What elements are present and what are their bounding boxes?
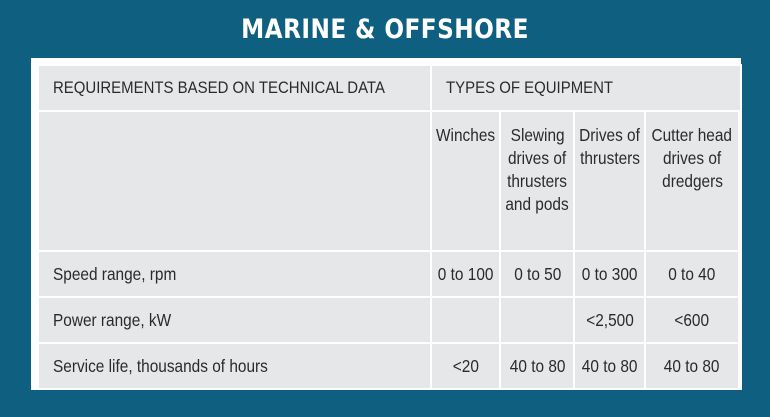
table-row-power: Power range, kW <2,500 <600 (36, 296, 742, 344)
table-cell (499, 296, 576, 344)
table-cell: 0 to 300 (573, 250, 647, 298)
table-cell: <20 (430, 342, 502, 390)
requirements-header: REQUIREMENTS BASED ON TECHNICAL DATA (36, 64, 433, 112)
spacer-cell (737, 342, 742, 390)
empty-header-cell (36, 110, 433, 252)
equipment-types-header: TYPES OF EQUIPMENT (430, 64, 742, 112)
equipment-winches: Winches (430, 110, 502, 252)
table-cell: 0 to 100 (430, 250, 502, 298)
row-label: Service life, thousands of hours (36, 342, 433, 390)
table-cell: 40 to 80 (499, 342, 576, 390)
row-label: Power range, kW (36, 296, 433, 344)
table-cell: 0 to 50 (499, 250, 576, 298)
table-header-row: REQUIREMENTS BASED ON TECHNICAL DATA TYP… (36, 64, 742, 112)
equipment-names-row: Winches Slewing drives of thrusters and … (36, 110, 742, 252)
requirements-table: REQUIREMENTS BASED ON TECHNICAL DATA TYP… (36, 64, 742, 390)
equipment-cutter-head-drives: Cutter head drives of dredgers (644, 110, 740, 252)
spacer-cell (737, 250, 742, 298)
table-row-speed: Speed range, rpm 0 to 100 0 to 50 0 to 3… (36, 250, 742, 298)
table-cell: 0 to 40 (644, 250, 740, 298)
table-cell: 40 to 80 (573, 342, 647, 390)
table-cell: <600 (644, 296, 740, 344)
spacer-cell (737, 296, 742, 344)
table-cell: <2,500 (573, 296, 647, 344)
row-label: Speed range, rpm (36, 250, 433, 298)
equipment-slewing-drives: Slewing drives of thrusters and pods (499, 110, 576, 252)
table-cell: 40 to 80 (644, 342, 740, 390)
table-row-service-life: Service life, thousands of hours <20 40 … (36, 342, 742, 390)
table-panel: REQUIREMENTS BASED ON TECHNICAL DATA TYP… (31, 58, 742, 390)
page-title: MARINE & OFFSHORE (241, 14, 529, 45)
spacer-cell (737, 110, 742, 252)
equipment-thruster-drives: Drives of thrusters (573, 110, 647, 252)
table-cell (430, 296, 502, 344)
